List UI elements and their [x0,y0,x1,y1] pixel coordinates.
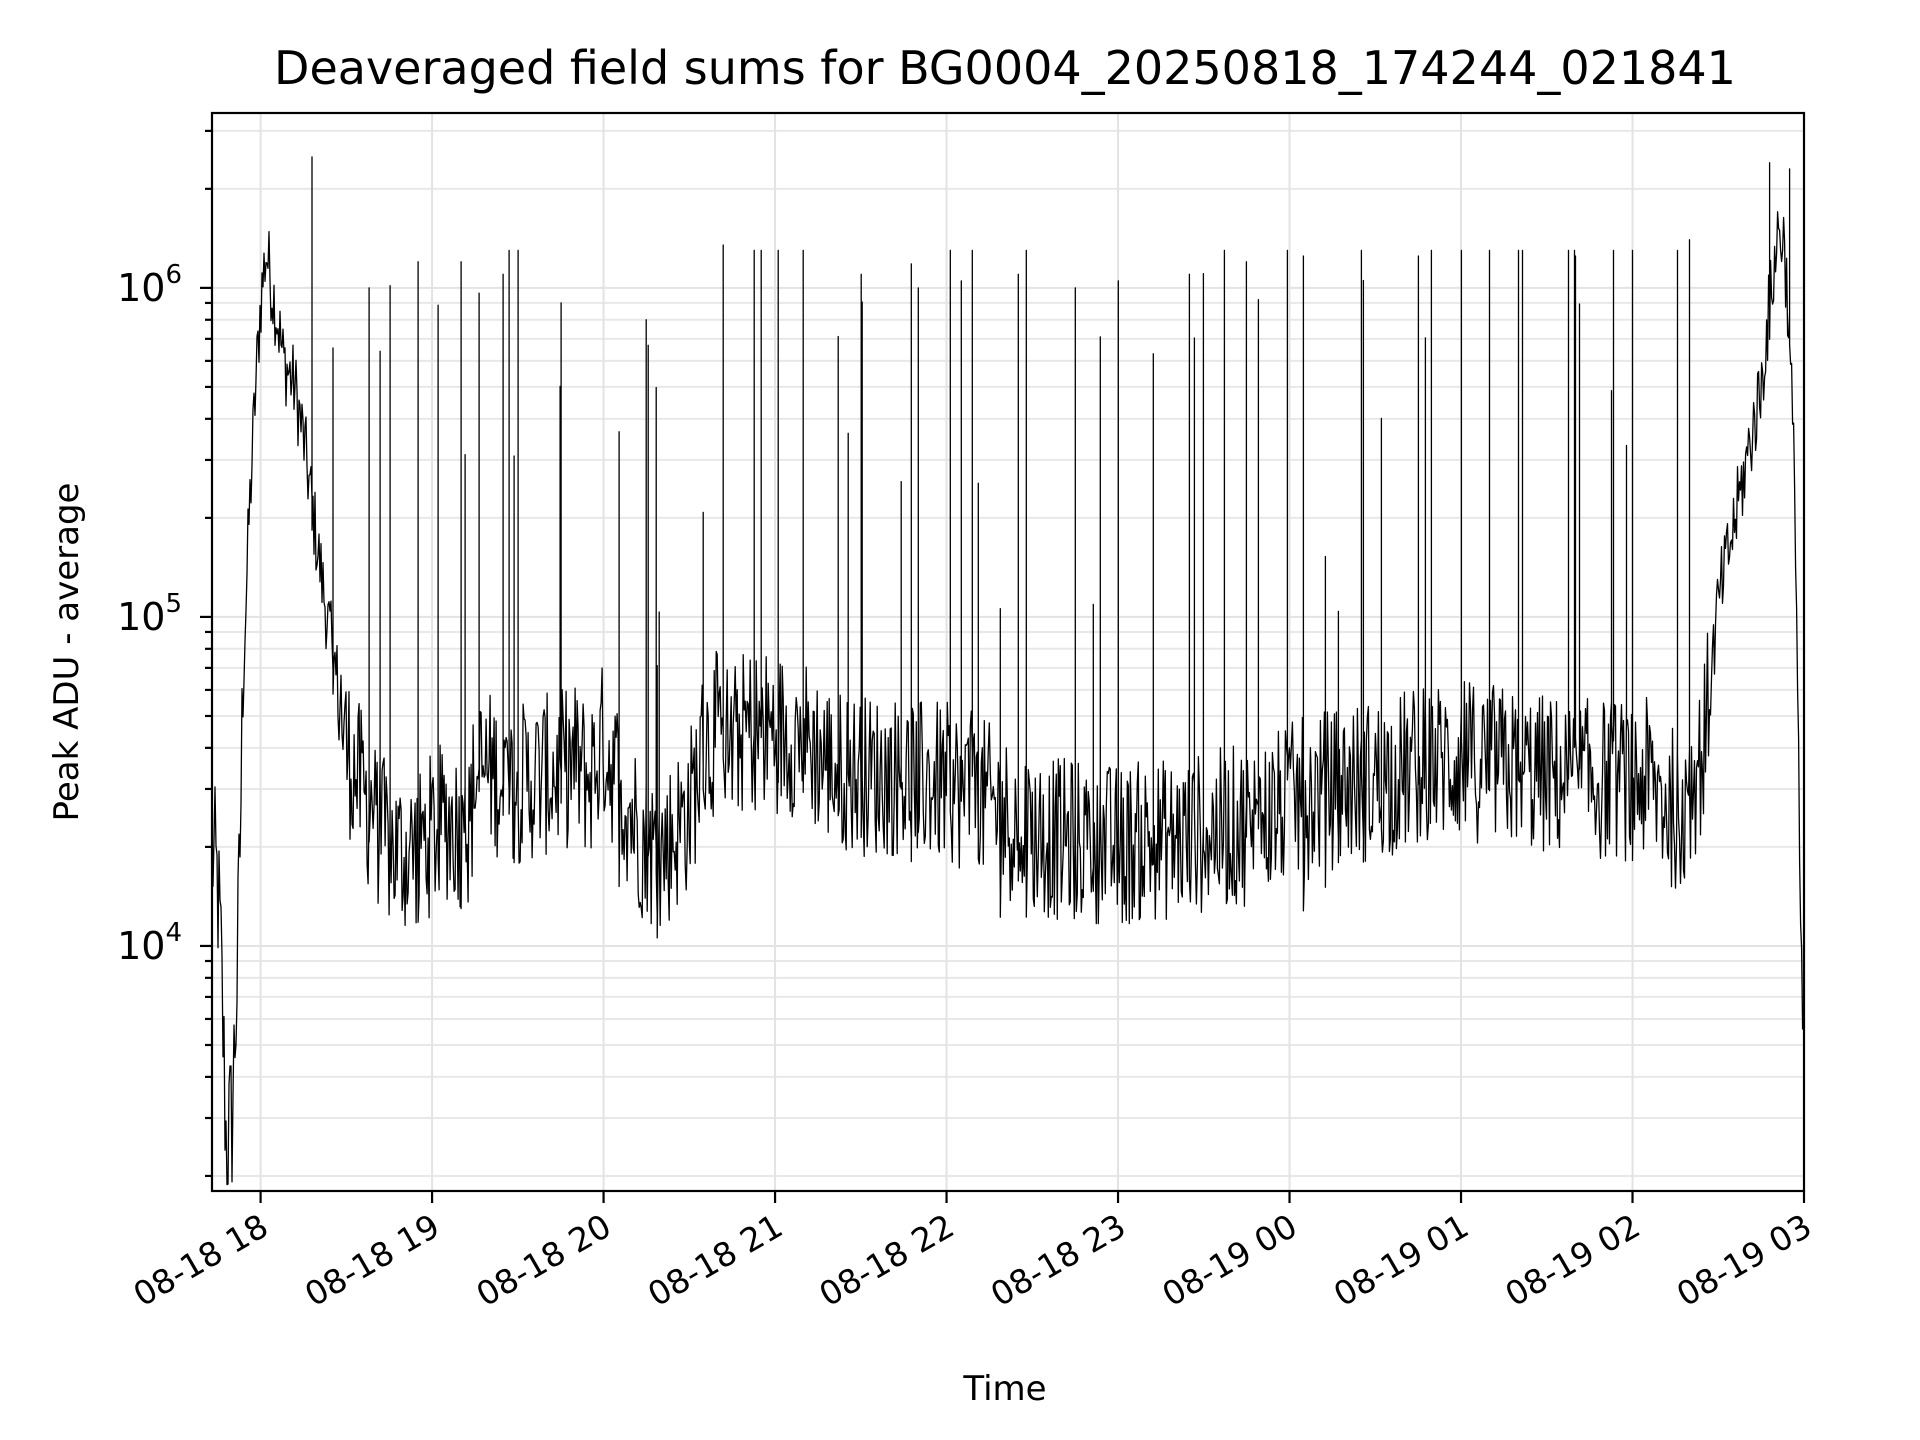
y-axis-label: Peak ADU - average [47,483,87,822]
y-tick-label-exponent: 6 [165,260,182,290]
y-tick-label-exponent: 5 [165,589,182,619]
y-tick-label-base: 10 [117,924,165,968]
series-line [211,156,1805,1186]
plot-frame [210,111,1806,1193]
y-tick-label-exponent: 4 [165,918,182,948]
plot-series-group [211,156,1805,1186]
y-tick-label: 104 [117,918,182,968]
y-tick-label: 105 [117,589,182,639]
chart-title: Deaveraged field sums for BG0004_2025081… [274,41,1736,95]
x-axis-label: Time [962,1369,1046,1409]
y-tick-label-base: 10 [117,266,165,310]
y-tick-label-base: 10 [117,595,165,639]
y-tick-label: 106 [117,260,182,310]
